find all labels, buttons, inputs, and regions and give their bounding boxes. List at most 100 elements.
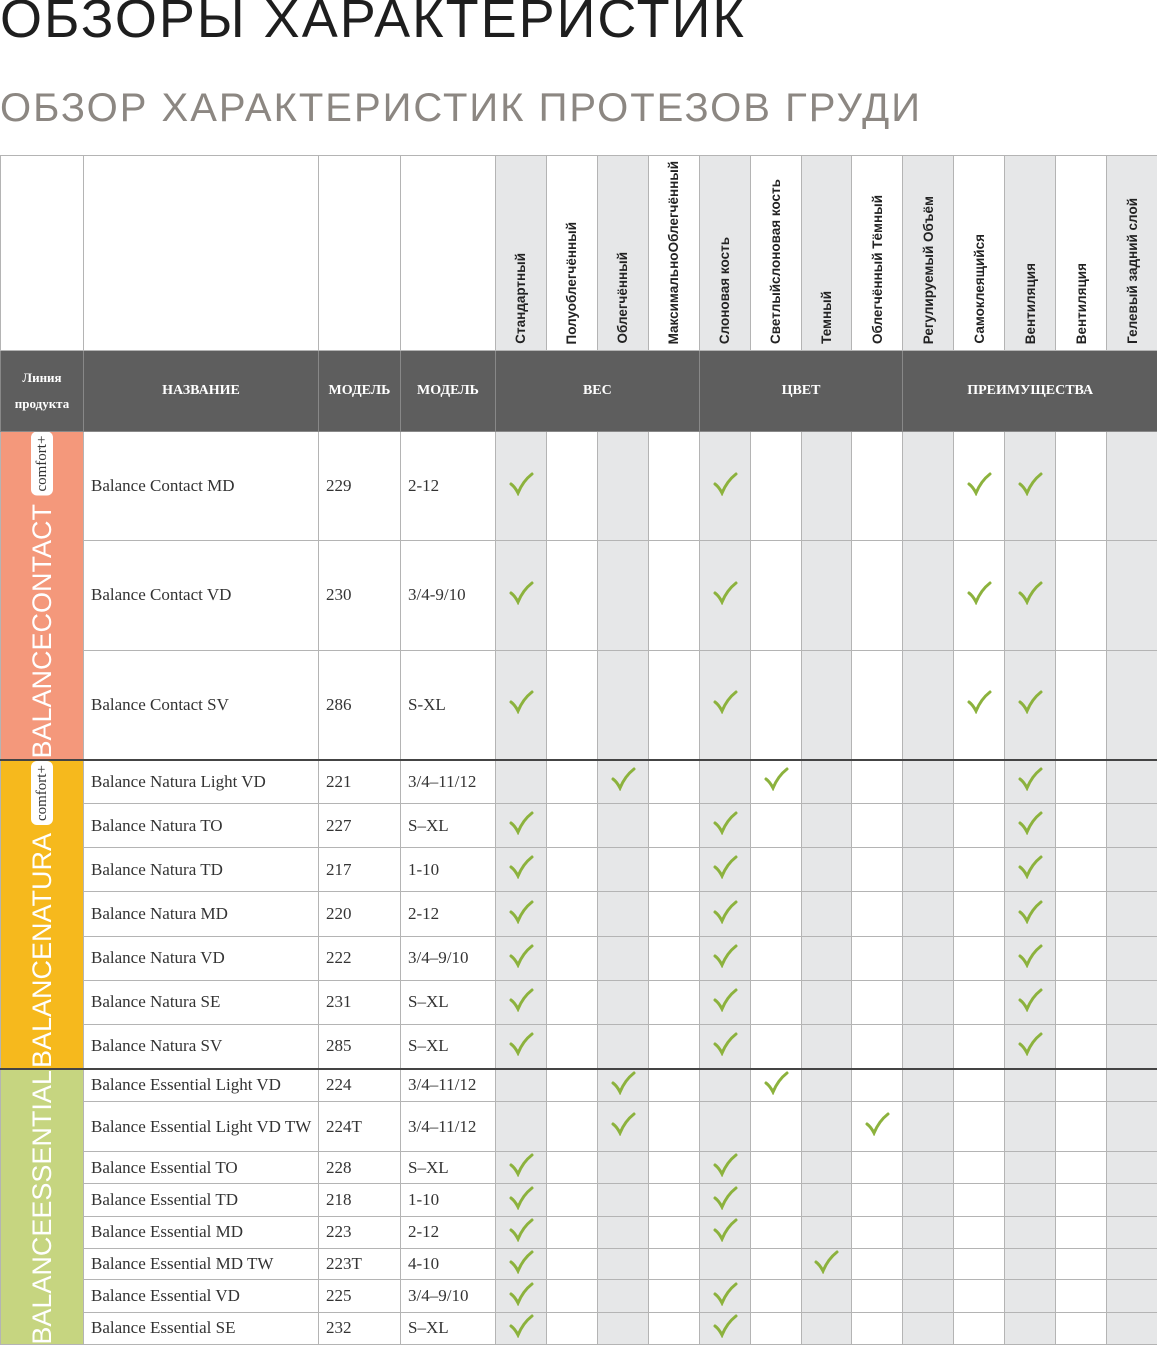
checkmark-path <box>511 1316 532 1335</box>
product-name: Balance Natura Light VD <box>84 760 319 804</box>
feature-cell <box>496 1069 547 1102</box>
page: ОБЗОРЫ ХАРАКТЕРИСТИК ОБЗОР ХАРАКТЕРИСТИК… <box>0 0 1157 1080</box>
product-model: 231 <box>319 980 401 1024</box>
product-size: 3/4–9/10 <box>401 936 496 980</box>
feature-cell <box>801 650 852 759</box>
feature-cell <box>750 1184 801 1216</box>
feature-cell <box>699 1024 750 1068</box>
feature-cell <box>750 980 801 1024</box>
feature-cell <box>546 1151 597 1183</box>
feature-cell <box>1107 892 1157 936</box>
badge: comfort+ <box>31 761 53 825</box>
feature-cell <box>546 1216 597 1248</box>
feature-cell <box>597 1024 648 1068</box>
feature-cell <box>852 1069 903 1102</box>
feature-cell <box>852 541 903 650</box>
column-header: Слоновая кость <box>699 156 750 351</box>
feature-cell <box>1107 804 1157 848</box>
column-label-line: Вентиляция <box>1074 263 1089 344</box>
checkmark <box>1017 581 1043 605</box>
product-line-word: CONTACT <box>30 504 54 633</box>
feature-cell <box>903 848 954 892</box>
column-label: Облегчённый <box>615 252 630 344</box>
feature-cell <box>699 980 750 1024</box>
feature-cell <box>1056 1249 1107 1280</box>
column-label: Полуоблегчённый <box>564 222 579 344</box>
feature-cell <box>903 892 954 936</box>
checkmark <box>508 944 534 968</box>
feature-cell <box>801 1280 852 1312</box>
feature-cell <box>801 432 852 541</box>
feature-cell <box>903 1024 954 1068</box>
column-label-line: Максимально <box>666 252 681 344</box>
checkmark <box>610 1071 636 1095</box>
checkmark-path <box>1020 692 1041 711</box>
page-title: ОБЗОРЫ ХАРАКТЕРИСТИК <box>0 0 746 50</box>
checkmark-path <box>715 1034 736 1053</box>
checkmark <box>1017 472 1043 496</box>
feature-cell <box>801 980 852 1024</box>
feature-cell <box>597 1184 648 1216</box>
column-label: Облегчённый Тёмный <box>870 195 885 344</box>
column-header: Облегчённый Тёмный <box>852 156 903 351</box>
product-name: Balance Essential TO <box>84 1151 319 1183</box>
column-header: Вентиляция <box>1005 156 1056 351</box>
feature-cell <box>1107 1102 1157 1152</box>
feature-cell <box>750 804 801 848</box>
feature-cell <box>699 760 750 804</box>
feature-cell <box>852 1280 903 1312</box>
column-header: Стандартный <box>496 156 547 351</box>
feature-cell <box>903 1069 954 1102</box>
product-size: 3/4–11/12 <box>401 760 496 804</box>
column-header: Гелевый задний слой <box>1107 156 1157 351</box>
feature-cell <box>496 1024 547 1068</box>
feature-cell <box>801 1024 852 1068</box>
feature-cell <box>699 1280 750 1312</box>
checkmark-path <box>511 1252 532 1271</box>
checkmark <box>712 944 738 968</box>
checkmark <box>712 900 738 924</box>
feature-cell <box>1056 1184 1107 1216</box>
feature-cell <box>852 892 903 936</box>
feature-cell <box>546 1102 597 1152</box>
product-size: 2-12 <box>401 892 496 936</box>
feature-cell <box>903 1249 954 1280</box>
header-cell <box>84 156 319 351</box>
product-line-word: NATURA <box>30 832 54 941</box>
product-name: Balance Essential MD TW <box>84 1249 319 1280</box>
product-size: 3/4–9/10 <box>401 1280 496 1312</box>
feature-cell <box>852 980 903 1024</box>
feature-cell <box>750 892 801 936</box>
checkmark <box>864 1112 890 1136</box>
column-header: Регулируемый Объём <box>903 156 954 351</box>
checkmark <box>1017 811 1043 835</box>
feature-cell <box>699 804 750 848</box>
checkmark-path <box>715 1284 736 1303</box>
feature-cell <box>1107 541 1157 650</box>
feature-cell <box>750 650 801 759</box>
feature-cell <box>1107 1216 1157 1248</box>
feature-cell <box>801 1102 852 1152</box>
checkmark-path <box>715 990 736 1009</box>
checkmark <box>508 581 534 605</box>
checkmark-path <box>511 1188 532 1207</box>
feature-cell <box>1056 1102 1107 1152</box>
column-header: Облегчённый <box>597 156 648 351</box>
feature-cell <box>546 1184 597 1216</box>
checkmark <box>508 988 534 1012</box>
feature-cell <box>648 1069 699 1102</box>
feature-cell <box>648 980 699 1024</box>
column-title: МОДЕЛЬ <box>401 351 496 432</box>
feature-cell <box>1005 1249 1056 1280</box>
feature-cell <box>750 1312 801 1344</box>
product-line-word: BALANCE <box>30 1218 54 1344</box>
